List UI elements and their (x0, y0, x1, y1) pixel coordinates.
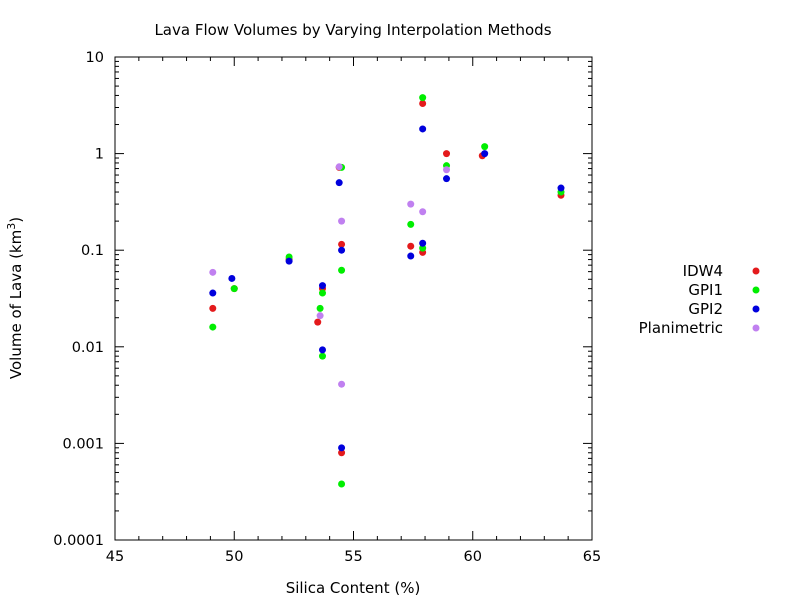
data-point (481, 150, 489, 158)
series-planimetric (209, 163, 451, 388)
data-point (338, 449, 346, 457)
data-point (338, 480, 346, 488)
data-point (318, 346, 326, 354)
data-point (318, 289, 326, 297)
y-tick-label: 10 (86, 50, 104, 66)
data-point (557, 184, 565, 192)
data-point (443, 166, 451, 174)
data-point (419, 100, 427, 108)
y-axis-label: Volume of Lava (km3) (5, 217, 25, 379)
data-point (443, 175, 451, 183)
data-point (407, 220, 415, 228)
x-tick-label: 45 (106, 549, 124, 565)
x-tick-label: 65 (583, 549, 601, 565)
data-point (228, 274, 236, 282)
data-point (209, 323, 217, 331)
data-point (338, 444, 346, 452)
series-idw4 (209, 100, 565, 457)
data-point (318, 282, 326, 290)
x-axis-label: Silica Content (%) (286, 579, 421, 597)
data-point (407, 200, 415, 208)
data-point (481, 143, 489, 151)
series-gpi2 (209, 125, 565, 452)
y-tick-label: 1 (95, 147, 104, 163)
data-point (419, 94, 427, 102)
y-tick-label: 0.1 (81, 243, 104, 259)
legend-label: GPI2 (688, 300, 723, 318)
data-point (338, 246, 346, 254)
data-point (335, 163, 343, 171)
y-tick-label: 0.0001 (53, 533, 104, 549)
x-tick-label: 60 (464, 549, 482, 565)
legend-label: IDW4 (683, 262, 723, 280)
plot-frame (114, 56, 593, 541)
x-tick-label: 50 (225, 549, 243, 565)
legend-label: Planimetric (639, 319, 723, 337)
data-point (407, 252, 415, 260)
data-point (285, 257, 293, 265)
data-point (419, 125, 427, 133)
data-point (419, 244, 427, 252)
data-point (230, 285, 238, 293)
data-point (419, 239, 427, 247)
data-point (338, 240, 346, 248)
legend-marker (752, 324, 760, 332)
data-point (335, 179, 343, 187)
y-axis-label-superscript: 3 (5, 223, 18, 230)
data-point (318, 352, 326, 360)
data-point (316, 304, 324, 312)
data-point (338, 380, 346, 388)
legend-marker (752, 305, 760, 313)
chart-title: Lava Flow Volumes by Varying Interpolati… (154, 21, 551, 39)
legend-label: GPI1 (688, 281, 723, 299)
axis-ticks (114, 56, 593, 541)
data-points (209, 94, 565, 488)
data-point (314, 318, 322, 326)
y-tick-label: 0.01 (72, 340, 104, 356)
y-axis-label-end: ) (7, 217, 25, 223)
data-point (316, 312, 324, 320)
data-point (338, 217, 346, 225)
y-axis-label-base: Volume of Lava (km (7, 230, 25, 379)
legend-marker (752, 286, 760, 294)
x-tick-label: 55 (344, 549, 362, 565)
data-point (209, 268, 217, 276)
y-tick-label: 0.001 (62, 436, 104, 452)
data-point (443, 150, 451, 158)
x-tick-labels: 45 50 55 60 65 (106, 549, 601, 565)
data-point (338, 266, 346, 274)
data-point (419, 208, 427, 216)
legend-marker (752, 267, 760, 275)
data-point (209, 304, 217, 312)
data-point (209, 289, 217, 297)
series-gpi1 (209, 94, 565, 488)
data-point (407, 242, 415, 250)
y-tick-labels: 0.0001 0.001 0.01 0.1 1 10 (53, 50, 104, 549)
